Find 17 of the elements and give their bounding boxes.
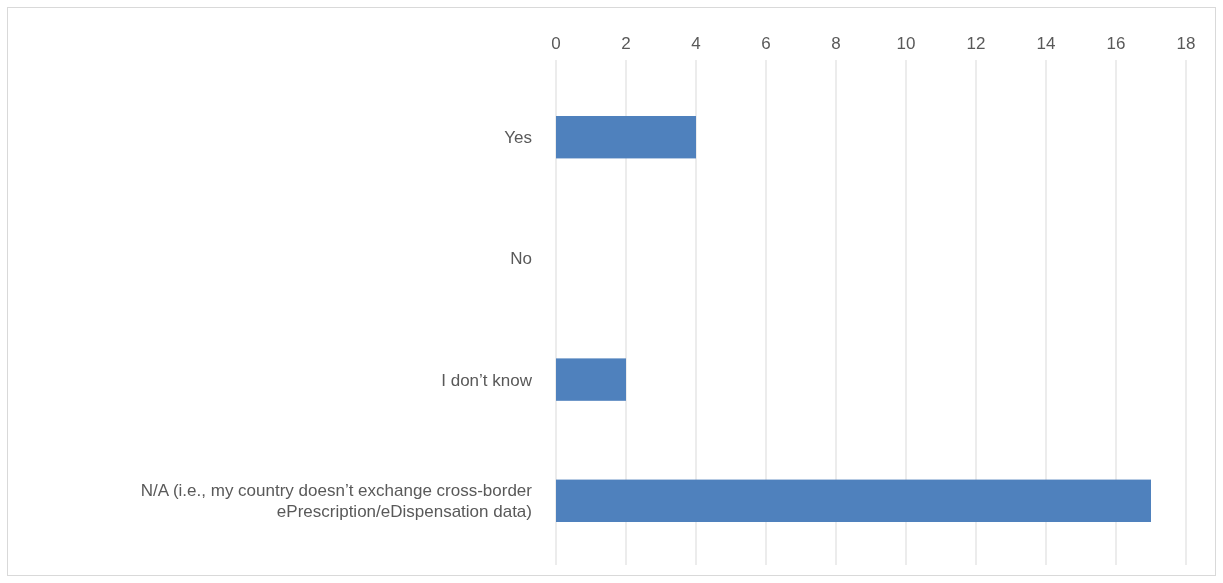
x-tick-label: 18	[1176, 34, 1196, 53]
y-tick-label: N/A (i.e., my country doesn’t exchange cross-border ePrescription/eDispensation data)	[140, 481, 533, 522]
bar	[556, 479, 1151, 523]
x-tick-label: 4	[691, 34, 701, 53]
y-tick-label: Yes	[504, 128, 532, 148]
y-tick-label: No	[510, 249, 532, 269]
bar	[556, 116, 696, 159]
bar	[556, 358, 626, 401]
x-tick-label: 12	[966, 34, 986, 53]
y-tick-label: I don’t know	[441, 370, 533, 390]
x-tick-label: 8	[831, 34, 841, 53]
x-tick-label: 0	[551, 34, 561, 53]
x-tick-label: 16	[1106, 34, 1126, 53]
x-tick-label: 2	[621, 34, 631, 53]
x-tick-label: 6	[761, 34, 771, 53]
x-tick-label: 10	[896, 34, 916, 53]
x-tick-label: 14	[1036, 34, 1056, 53]
